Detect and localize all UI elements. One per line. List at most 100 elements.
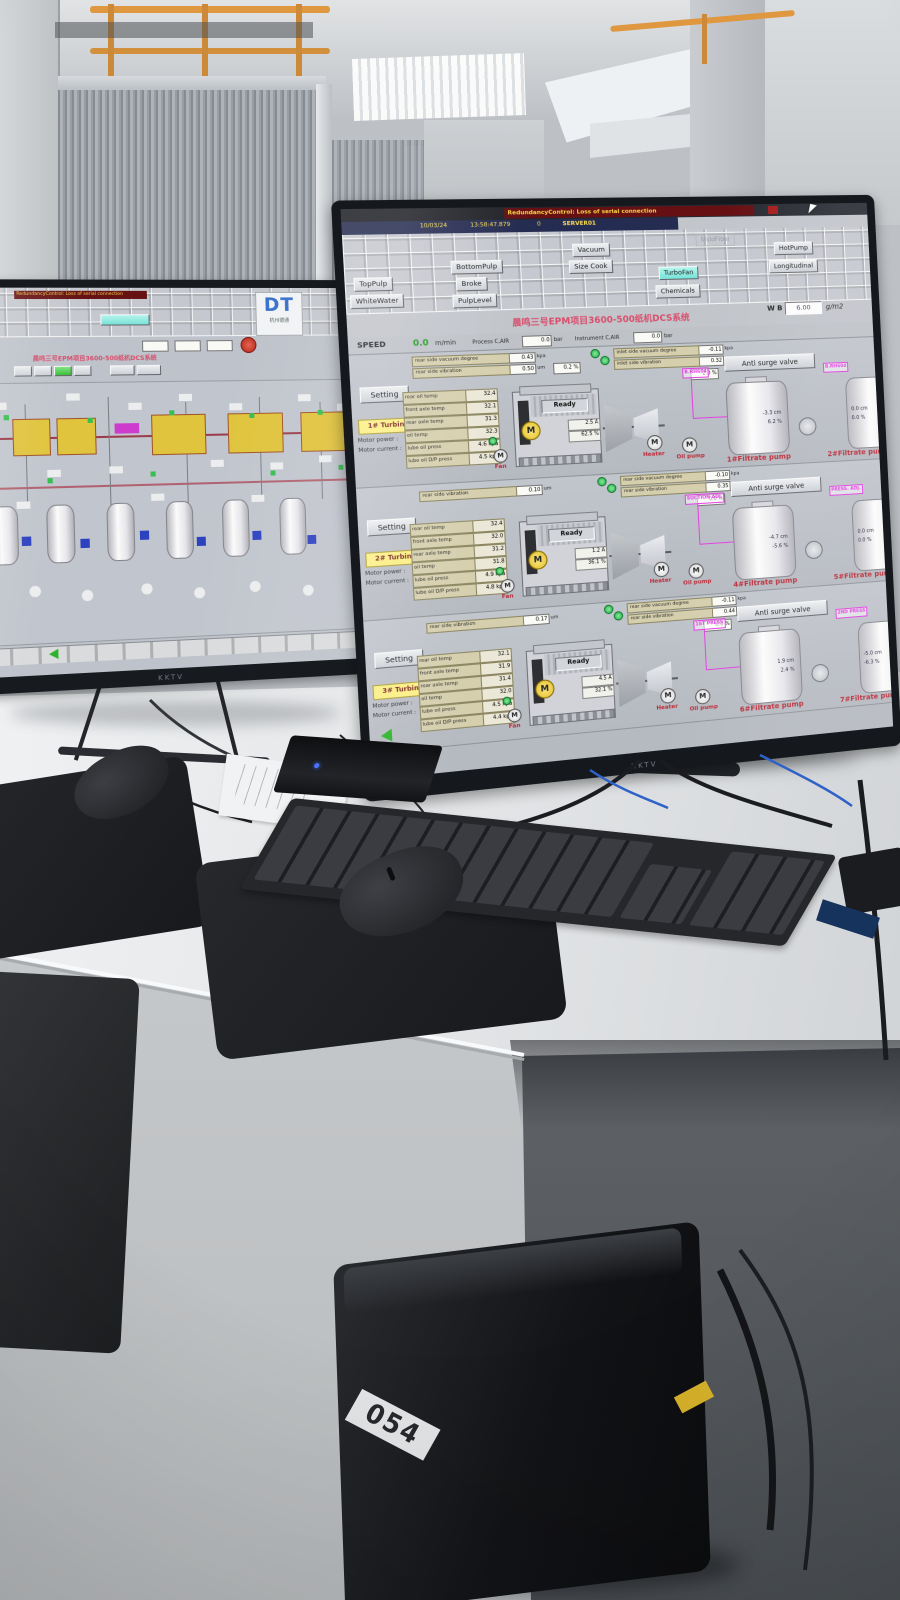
- hmi-chips: [21, 536, 32, 547]
- motor-current-label: Motor current :: [358, 445, 402, 455]
- value-box: [174, 340, 201, 352]
- tank-percent-value: -5.6 %: [772, 542, 789, 550]
- oil-pump-motor-symbol: M: [681, 437, 698, 454]
- gauge-value: 0.44: [712, 605, 738, 618]
- process-air-value: 0.0: [521, 334, 553, 348]
- motor-current-label: Motor current :: [365, 577, 410, 588]
- window-light-slats: [351, 53, 527, 121]
- left-screen-active-nav-button[interactable]: [100, 314, 150, 326]
- alarm-lamp: [240, 336, 257, 354]
- left-screen-mini-button[interactable]: [109, 365, 135, 376]
- enclosure-shadow-band: [55, 22, 313, 38]
- motor-power-label: Motor power :: [364, 568, 406, 578]
- valve-tag: 2ND PRESS: [835, 606, 868, 619]
- nav-broke[interactable]: Broke: [455, 276, 488, 292]
- compressor-body: Ready M 1.2 A 36.1 %: [518, 511, 610, 597]
- dt-logo-caption: 杭州德通: [269, 317, 290, 324]
- dt-logo-text: DT: [263, 293, 295, 316]
- alarm-chip: [767, 205, 779, 215]
- pump-valve-symbol: [804, 540, 824, 560]
- value-box: [141, 340, 169, 352]
- tank-level-value: -4.7 cm: [769, 533, 788, 541]
- gauge-value: -0.11: [712, 594, 737, 607]
- railing-post: [108, 4, 114, 88]
- motor-load-display: 62.5 %: [568, 429, 602, 443]
- railing-bar: [90, 6, 330, 13]
- left-screen-mini-button[interactable]: [13, 366, 33, 377]
- left-monitor: KKTV RedundancyControl: Loss of serial c…: [0, 279, 385, 698]
- magenta-tag: [114, 423, 140, 434]
- mouse-scroll-wheel[interactable]: [385, 866, 396, 882]
- stock-chest-tank: [151, 413, 207, 456]
- nav-hot-pump[interactable]: HotPump: [773, 241, 814, 256]
- left-screen-mini-button[interactable]: [73, 365, 92, 376]
- heater-label: Heater: [649, 577, 672, 586]
- tank-percent-value: 6.2 %: [767, 418, 783, 426]
- instrument-air-label: Instrument C,AIR: [574, 334, 620, 343]
- wb-value-field[interactable]: 6.00: [784, 301, 823, 316]
- status-indicator-green: [599, 355, 610, 366]
- gauge-unit: um: [543, 486, 552, 492]
- gauge-extra-value: 0.2 %: [552, 361, 581, 375]
- storage-cylinder: [0, 505, 20, 566]
- dt-logo: DT 杭州德通: [255, 291, 304, 336]
- param-label: lube oil D/P press: [405, 452, 471, 469]
- anti-surge-valve-button[interactable]: Anti surge valve: [730, 476, 822, 498]
- fan-motor-symbol: M: [493, 448, 509, 464]
- left-screen-mini-button[interactable]: [136, 364, 162, 376]
- tag-connector: [690, 377, 694, 418]
- stock-chest-tank: [227, 412, 284, 454]
- nav-size-cook[interactable]: Size Cook: [568, 259, 613, 274]
- nav-chemicals[interactable]: Chemicals: [655, 284, 701, 299]
- pump-valve-symbol: [798, 416, 817, 436]
- motor-load-display: 36.1 %: [575, 557, 609, 571]
- power-led: [313, 762, 321, 769]
- kvm-switch-box[interactable]: [272, 735, 444, 803]
- filtrate-tank: -4.7 cm -5.6 %: [731, 504, 797, 581]
- nav-pulp-level[interactable]: PulpLevel: [452, 293, 498, 309]
- valve-tag: PRESS. ADJ.: [829, 484, 863, 496]
- safety-railing: [90, 0, 330, 92]
- tank-percent-value: 0.0 %: [857, 536, 872, 544]
- main-motor-symbol: M: [527, 550, 549, 571]
- gauge-row: rear side vibration 0.17 um: [426, 613, 559, 634]
- storage-cylinder: [46, 504, 76, 564]
- tag-connector: [692, 416, 728, 419]
- fan-label: Fan: [501, 593, 514, 601]
- motor-power-label: Motor power :: [357, 436, 399, 445]
- param-table: rear oil temp 32.4 front axle temp 32.0 re…: [409, 518, 509, 601]
- heater-motor-symbol: M: [646, 434, 663, 451]
- storage-cylinder: [221, 499, 251, 558]
- gauge-value: 0.17: [523, 613, 550, 626]
- nav-white-water[interactable]: WhiteWater: [349, 293, 405, 310]
- status-time: 13:58:47.879: [470, 221, 511, 229]
- wb-label: W B: [766, 304, 783, 313]
- nav-bottom-pulp[interactable]: BottomPulp: [450, 259, 503, 275]
- main-motor-symbol: M: [520, 420, 542, 441]
- value-box: [206, 340, 233, 352]
- status-date: 10/03/24: [419, 222, 448, 230]
- process-air-label: Process C,AIR: [472, 338, 510, 346]
- nav-top-pulp[interactable]: TopPulp: [353, 277, 394, 292]
- remote-device[interactable]: [837, 846, 900, 916]
- gauge-value: -0.11: [699, 344, 724, 356]
- heater-motor-symbol: M: [653, 561, 670, 578]
- anti-surge-valve-button[interactable]: Anti surge valve: [723, 353, 816, 372]
- wb-unit: g/m2: [825, 302, 844, 311]
- gauge-label: rear side vibration: [418, 486, 518, 503]
- process-flow-diagram: [0, 378, 375, 649]
- fan-motor-symbol: M: [500, 578, 515, 594]
- left-screen-mini-button-active[interactable]: [53, 365, 72, 377]
- nav-turbo-fan-active[interactable]: TurboFan: [658, 265, 699, 281]
- nav-vacuum[interactable]: Vacuum: [572, 243, 611, 258]
- left-screen: RedundancyControl: Loss of serial connec…: [0, 287, 377, 681]
- left-screen-mini-button[interactable]: [33, 365, 53, 377]
- nav-longitudinal[interactable]: Longitudinal: [768, 259, 819, 274]
- tank-level-value: 0.0 cm: [851, 405, 868, 413]
- anti-surge-valve-button[interactable]: Anti surge valve: [736, 599, 828, 623]
- left-screen-title: 晨鸣三号EPM项目3600-500纸机DCS系统: [32, 354, 157, 364]
- under-desk-shadow: [510, 1040, 900, 1130]
- storage-cylinder: [106, 502, 136, 562]
- storage-cylinder: [279, 497, 307, 556]
- speed-value: 0.0: [412, 337, 429, 348]
